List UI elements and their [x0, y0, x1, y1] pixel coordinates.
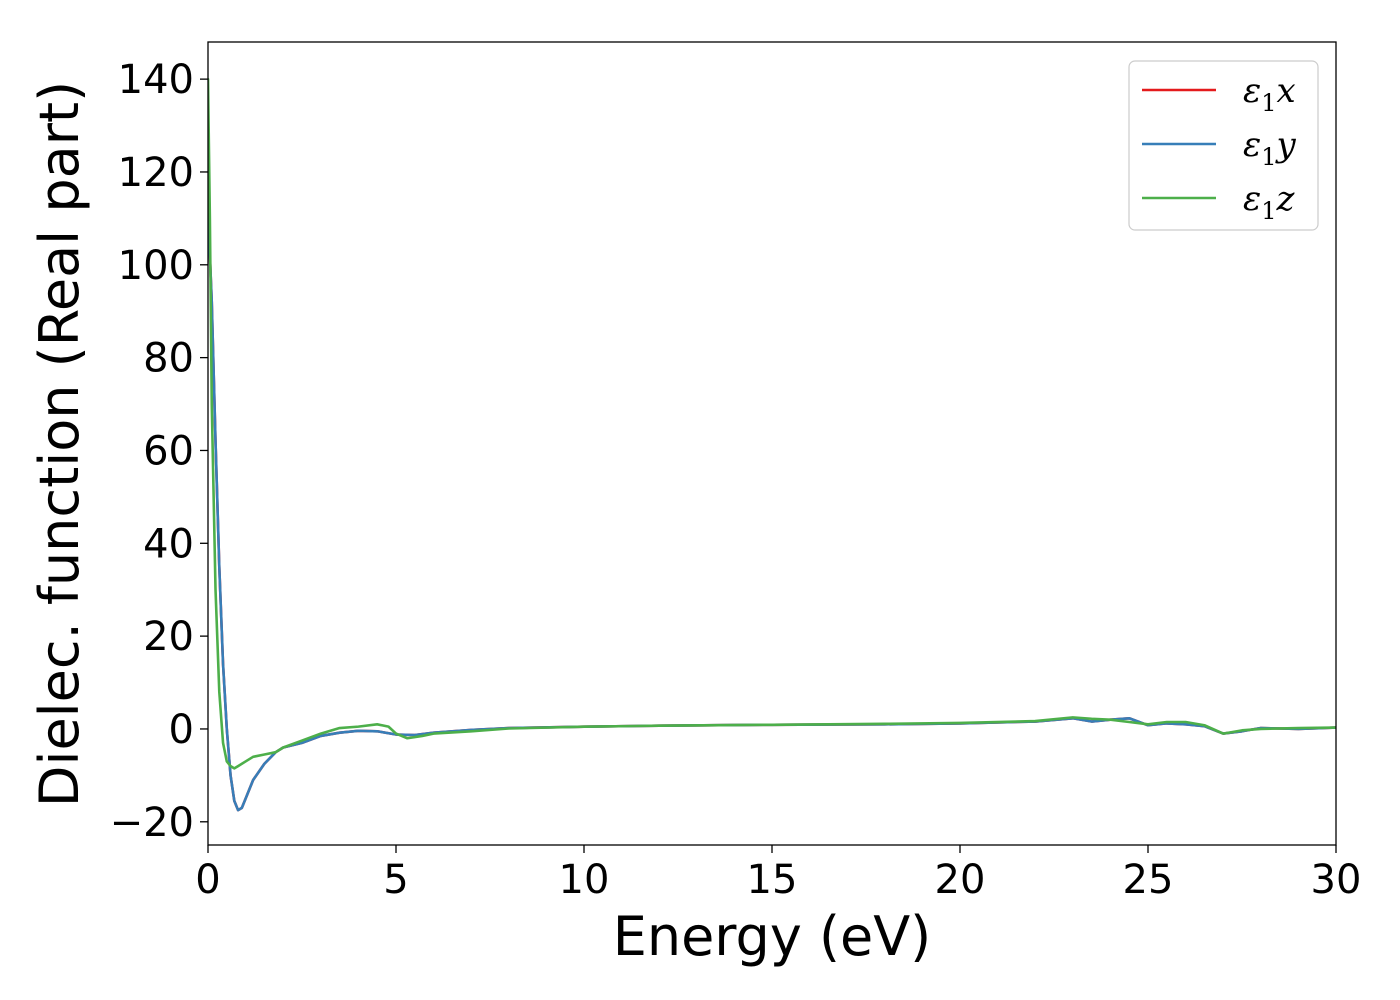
y-tick-label: −20: [110, 800, 194, 846]
legend-label-x: ε1x: [1243, 71, 1296, 117]
x-axis-label: Energy (eV): [613, 905, 932, 968]
x-tick-label: 0: [195, 857, 220, 903]
x-tick-label: 15: [747, 857, 798, 903]
legend-frame: [1128, 60, 1319, 231]
x-tick-label: 30: [1311, 857, 1362, 903]
y-tick-label: 80: [143, 336, 194, 382]
legend-label-y: ε1y: [1243, 125, 1297, 171]
x-tick-label: 5: [383, 857, 408, 903]
x-tick-label: 10: [559, 857, 610, 903]
series-line-x: [208, 207, 1336, 812]
series-lines: [208, 77, 1336, 812]
y-tick-label: 100: [118, 243, 194, 289]
series-line-z: [208, 77, 1336, 770]
legend-label-z: ε1z: [1243, 179, 1296, 225]
y-tick-label: 140: [118, 57, 194, 103]
y-axis-label: Dielec. function (Real part): [28, 81, 91, 807]
legend: ε1x ε1y ε1z: [1128, 60, 1319, 231]
y-tick-label: 20: [143, 614, 194, 660]
y-tick-label: 0: [169, 707, 194, 753]
x-tick-label: 25: [1123, 857, 1174, 903]
x-tick-label: 20: [935, 857, 986, 903]
y-tick-label: 60: [143, 428, 194, 474]
y-tick-label: 120: [118, 150, 194, 196]
series-line-y: [208, 207, 1336, 812]
y-tick-label: 40: [143, 521, 194, 567]
